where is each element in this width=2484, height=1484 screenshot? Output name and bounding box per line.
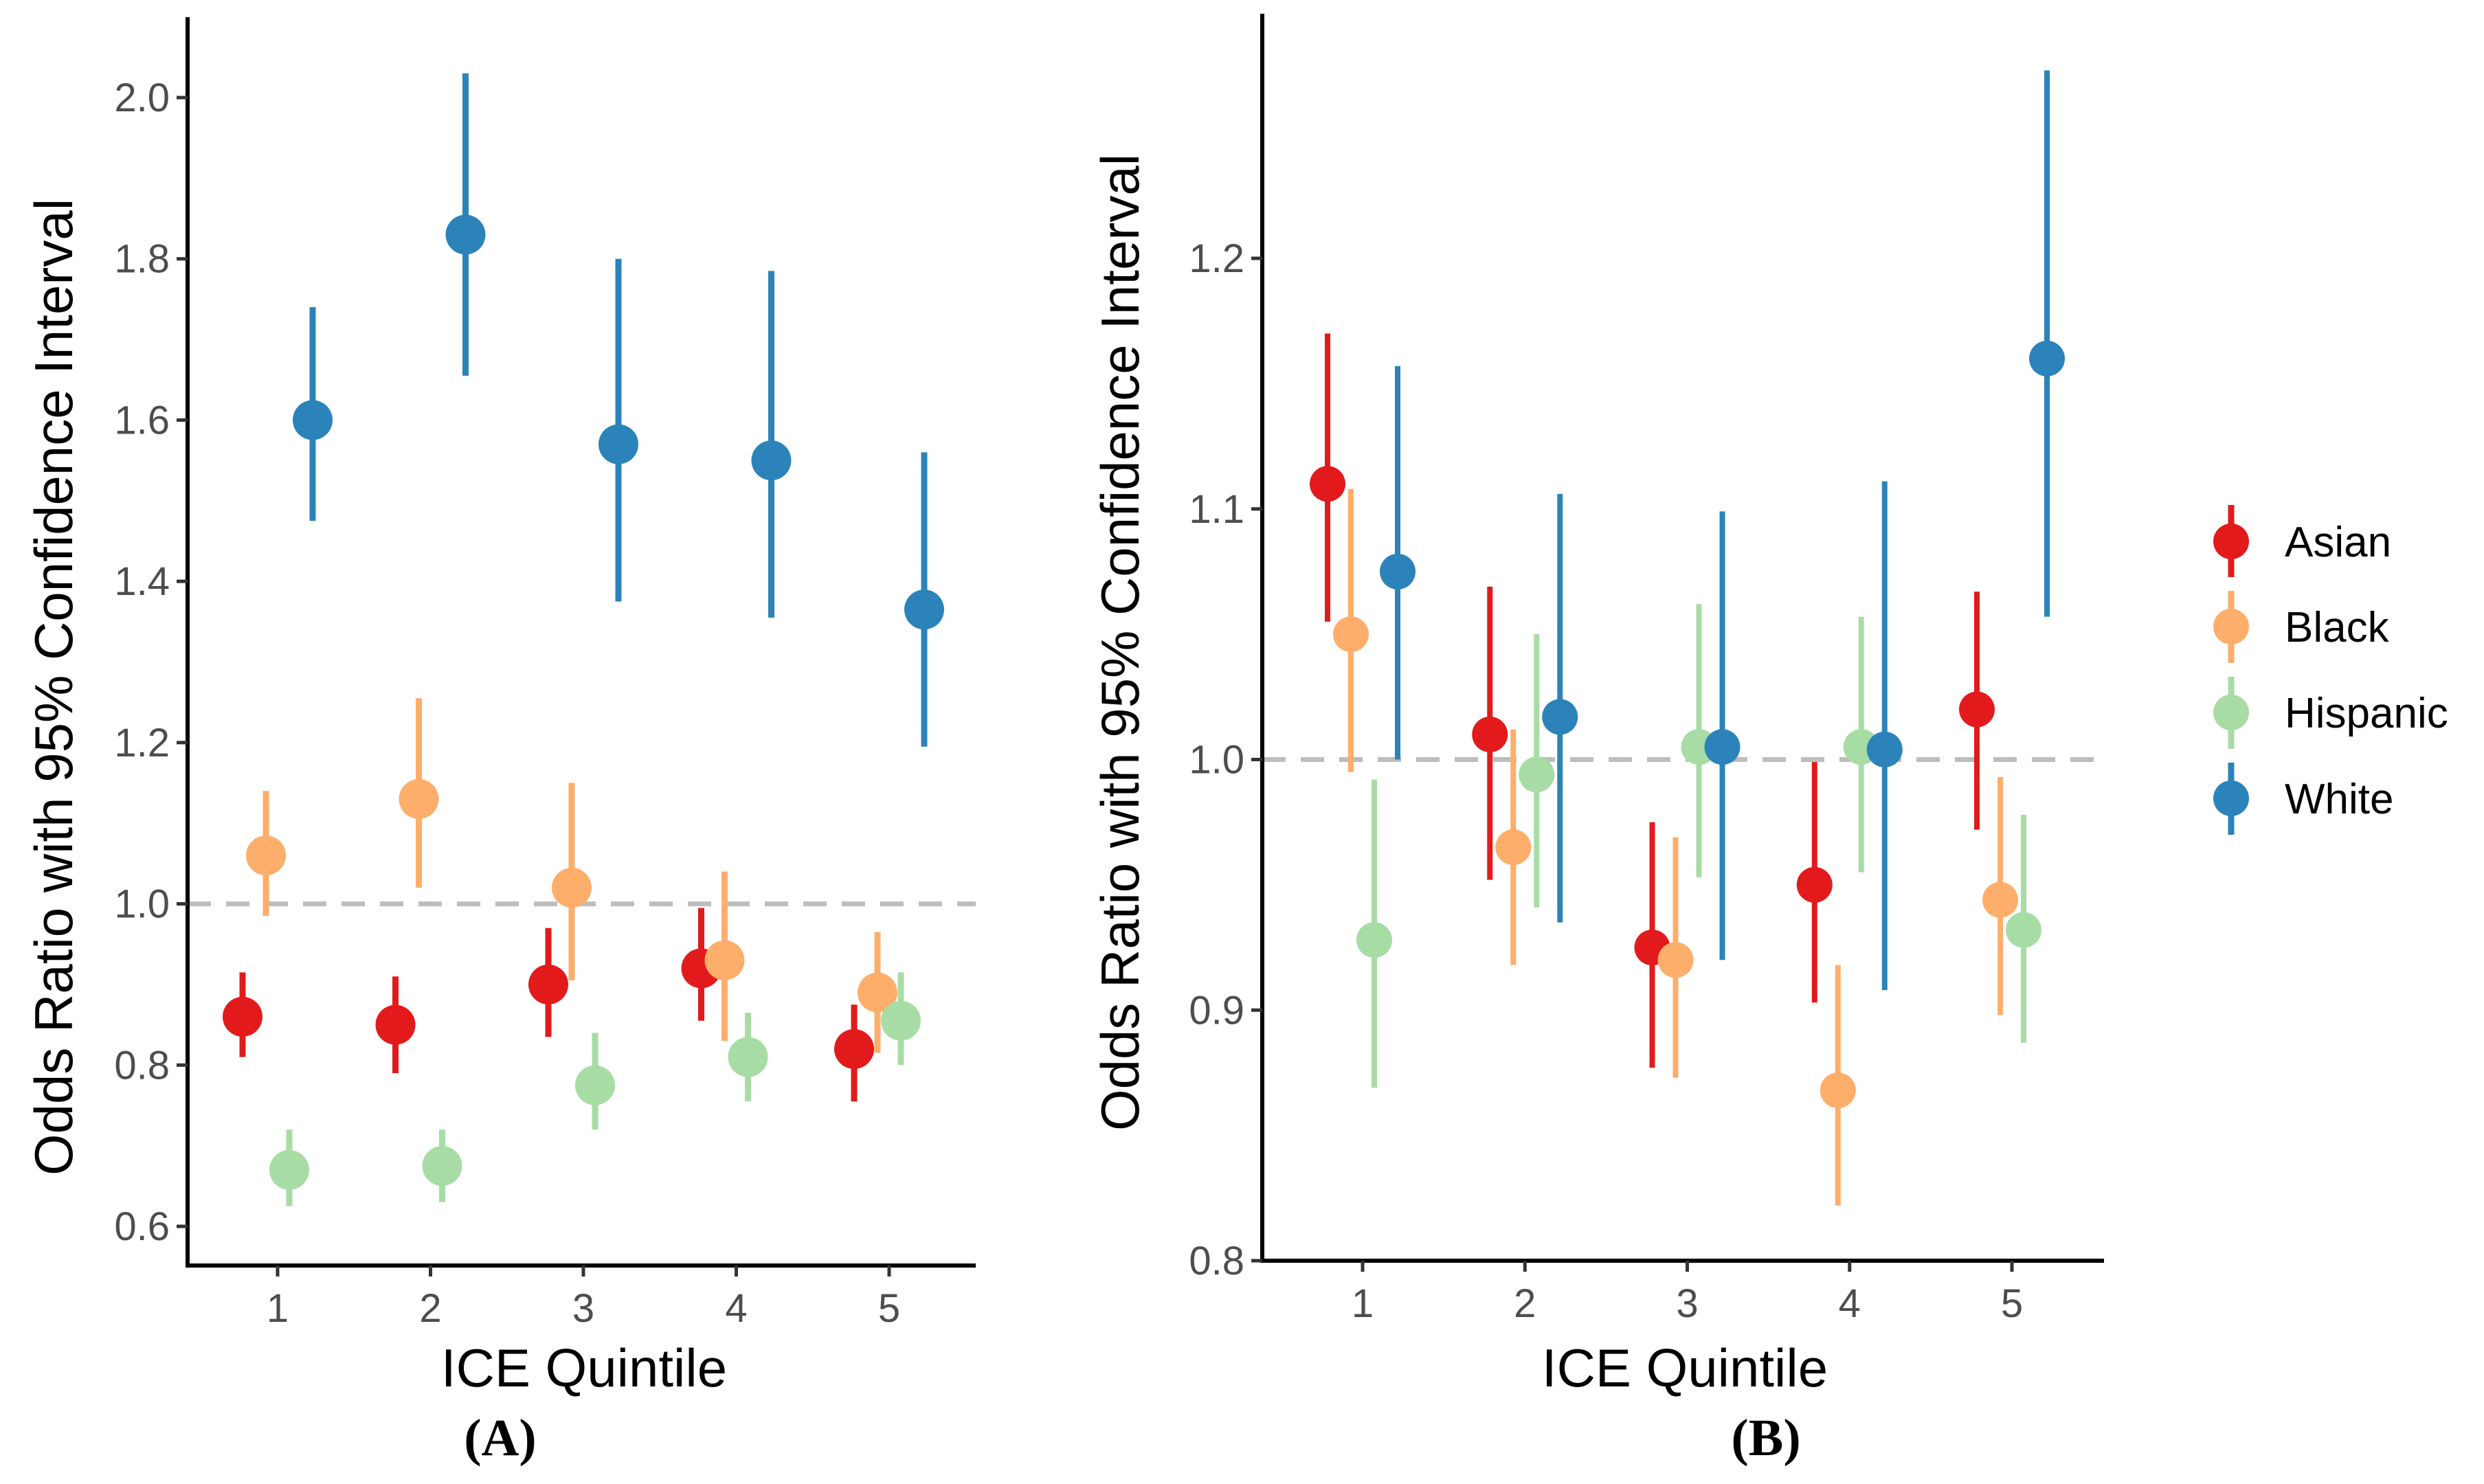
panel-b-x-tick-label: 4	[1839, 1281, 1861, 1326]
panel-a-x-tick-label: 5	[878, 1286, 900, 1331]
panel-b-point-black	[1495, 829, 1532, 866]
panel-a-point-white	[445, 214, 486, 255]
panel-b-point-black	[1333, 616, 1369, 653]
panel-b-point-white	[1542, 699, 1578, 735]
panel-a-y-tick-label: 1.0	[114, 882, 170, 927]
panel-b-point-asian	[1959, 691, 1995, 728]
panel-a-point-asian	[223, 996, 262, 1037]
panel-a-y-tick-label: 1.8	[114, 237, 170, 282]
panel-a-point-white	[751, 440, 792, 481]
panel-a-point-asian	[834, 1028, 874, 1069]
panel-a-point-hispanic	[575, 1065, 615, 1105]
panel-b-point-white	[1380, 553, 1416, 589]
panel-a-point-hispanic	[422, 1145, 462, 1186]
panel-b-point-hispanic	[2006, 912, 2041, 948]
panel-a-x-tick-label: 4	[725, 1286, 747, 1331]
panel-b-point-white	[1866, 731, 1903, 767]
legend-item-hispanic: Hispanic	[2213, 677, 2448, 749]
panel-a-y-tick-label: 2.0	[114, 76, 170, 120]
panel-a-x-tick-label: 2	[419, 1286, 441, 1331]
panel-a-label: (A)	[464, 1409, 537, 1467]
panel-b-label: (B)	[1731, 1409, 1800, 1467]
panel-b-point-hispanic	[1519, 756, 1555, 793]
panel-b-point-asian	[1472, 717, 1508, 753]
panel-a-point-asian	[375, 1004, 416, 1045]
panel-b-chart: 0.8 0.9 1.0 1.1 1.2 1 2 3 4 5 ICE Quintile Odds R…	[1090, 14, 2104, 1467]
legend-label-asian: Asian	[2285, 519, 2391, 566]
panel-a-point-hispanic	[728, 1037, 768, 1077]
panel-b-y-axis-title: Odds Ratio with 95% Confidence Interval	[1090, 154, 1150, 1131]
panel-a-point-black	[246, 835, 286, 876]
panel-a-y-tick-label: 1.6	[114, 398, 170, 442]
panel-b-y-tick-label: 1.2	[1189, 236, 1244, 281]
panel-b-point-black	[1982, 881, 2018, 918]
panel-b-y-tick-label: 1.0	[1189, 738, 1244, 783]
panel-a-y-tick-label: 1.4	[114, 559, 170, 604]
panel-b-point-black	[1657, 942, 1694, 978]
legend-label-white: White	[2285, 776, 2393, 823]
panel-b-point-white	[1704, 729, 1741, 765]
legend: Asian Black Hispanic White	[2213, 505, 2448, 835]
panel-b-x-axis-title: ICE Quintile	[1542, 1338, 1828, 1398]
panel-b-point-black	[1820, 1072, 1856, 1108]
panel-a-y-axis-title: Odds Ratio with 95% Confidence Interval	[23, 199, 84, 1176]
panel-a-x-tick-label: 3	[572, 1286, 594, 1331]
panel-a-point-white	[293, 400, 333, 440]
panel-b-point-hispanic	[1356, 922, 1392, 958]
panel-b-y-tick-label: 1.1	[1189, 487, 1244, 532]
legend-label-black: Black	[2285, 604, 2390, 651]
panel-b-point-asian	[1310, 466, 1345, 502]
panel-b-point-white	[2029, 340, 2065, 376]
panel-b-y-tick-label: 0.9	[1189, 988, 1244, 1033]
panel-a-point-black	[704, 940, 745, 980]
legend-item-white: White	[2213, 763, 2393, 835]
panel-a-chart: 0.6 0.8 1.0 1.2 1.4 1.6 1.8 2.0 1 2 3 4 5 ICE Quinti…	[23, 17, 976, 1467]
panel-a-x-axis-title: ICE Quintile	[441, 1338, 727, 1398]
panel-a-point-black	[858, 972, 897, 1013]
legend-item-black: Black	[2213, 591, 2390, 663]
legend-item-asian: Asian	[2213, 505, 2391, 577]
legend-label-hispanic: Hispanic	[2285, 690, 2448, 737]
panel-b-x-tick-label: 1	[1352, 1281, 1374, 1326]
panel-b-x-tick-label: 5	[2001, 1281, 2023, 1326]
panel-a-y-tick-label: 0.6	[114, 1204, 170, 1249]
panel-a-x-tick-label: 1	[267, 1286, 289, 1331]
panel-b-y-tick-label: 0.8	[1189, 1239, 1244, 1283]
panel-a-point-white	[598, 424, 638, 464]
panel-a-point-hispanic	[269, 1149, 309, 1190]
panel-b-point-asian	[1796, 866, 1833, 903]
panel-a-point-white	[904, 589, 944, 630]
panel-a-point-black	[552, 868, 592, 908]
panel-a-point-black	[399, 779, 439, 820]
panel-a-y-tick-label: 0.8	[114, 1043, 170, 1088]
panel-b-x-tick-label: 3	[1676, 1281, 1698, 1326]
panel-a-point-hispanic	[881, 1000, 921, 1041]
panel-a-y-tick-label: 1.2	[114, 721, 170, 765]
panel-a-point-asian	[528, 964, 568, 1004]
panel-b-x-tick-label: 2	[1514, 1281, 1536, 1326]
